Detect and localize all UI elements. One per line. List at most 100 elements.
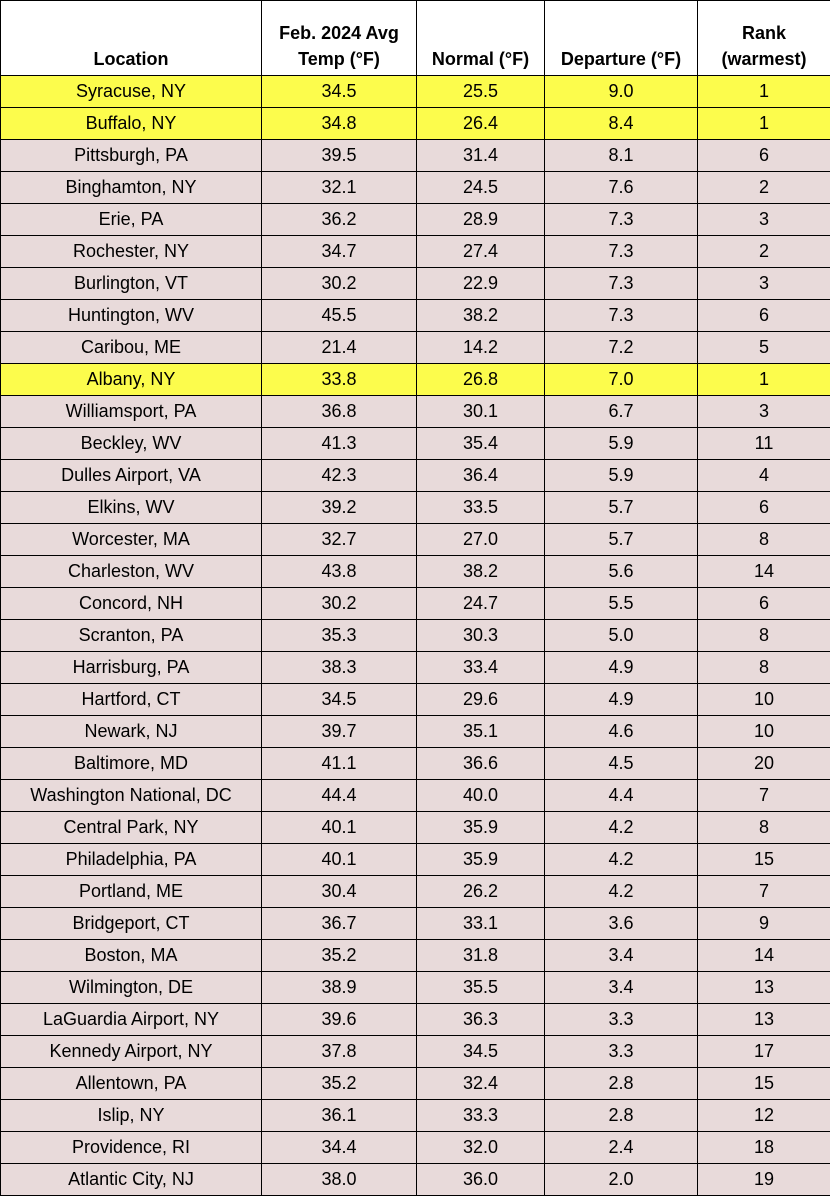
value-cell: 26.2 [417,876,545,908]
value-cell: 34.5 [262,684,417,716]
location-cell: Allentown, PA [1,1068,262,1100]
value-cell: 4.9 [545,684,698,716]
value-cell: 33.4 [417,652,545,684]
location-cell: Erie, PA [1,204,262,236]
value-cell: 39.7 [262,716,417,748]
value-cell: 36.7 [262,908,417,940]
value-cell: 40.1 [262,844,417,876]
value-cell: 38.3 [262,652,417,684]
value-cell: 2.4 [545,1132,698,1164]
value-cell: 33.8 [262,364,417,396]
value-cell: 14 [698,556,830,588]
value-cell: 34.7 [262,236,417,268]
location-cell: Atlantic City, NJ [1,1164,262,1196]
value-cell: 30.1 [417,396,545,428]
value-cell: 8.1 [545,140,698,172]
header-text: Rank [698,20,830,46]
location-cell: Charleston, WV [1,556,262,588]
header-cell: Normal (°F) [417,1,545,76]
value-cell: 7.0 [545,364,698,396]
value-cell: 39.6 [262,1004,417,1036]
value-cell: 35.9 [417,812,545,844]
value-cell: 4.2 [545,844,698,876]
value-cell: 33.5 [417,492,545,524]
value-cell: 4.2 [545,876,698,908]
value-cell: 36.4 [417,460,545,492]
value-cell: 7.2 [545,332,698,364]
value-cell: 8 [698,812,830,844]
header-cell: Departure (°F) [545,1,698,76]
value-cell: 3 [698,268,830,300]
location-cell: Boston, MA [1,940,262,972]
value-cell: 5.5 [545,588,698,620]
value-cell: 6.7 [545,396,698,428]
location-cell: Baltimore, MD [1,748,262,780]
value-cell: 39.5 [262,140,417,172]
value-cell: 7 [698,780,830,812]
value-cell: 3 [698,396,830,428]
value-cell: 10 [698,684,830,716]
value-cell: 35.5 [417,972,545,1004]
header-cell: Rank(warmest) [698,1,830,76]
value-cell: 17 [698,1036,830,1068]
value-cell: 7.3 [545,300,698,332]
value-cell: 10 [698,716,830,748]
value-cell: 4 [698,460,830,492]
value-cell: 1 [698,364,830,396]
value-cell: 3 [698,204,830,236]
value-cell: 25.5 [417,76,545,108]
value-cell: 27.0 [417,524,545,556]
value-cell: 2 [698,172,830,204]
value-cell: 14 [698,940,830,972]
location-cell: LaGuardia Airport, NY [1,1004,262,1036]
location-cell: Beckley, WV [1,428,262,460]
location-cell: Harrisburg, PA [1,652,262,684]
value-cell: 6 [698,140,830,172]
value-cell: 3.3 [545,1004,698,1036]
value-cell: 2 [698,236,830,268]
value-cell: 34.4 [262,1132,417,1164]
value-cell: 2.8 [545,1100,698,1132]
value-cell: 39.2 [262,492,417,524]
value-cell: 4.4 [545,780,698,812]
value-cell: 41.1 [262,748,417,780]
value-cell: 7.3 [545,204,698,236]
value-cell: 15 [698,1068,830,1100]
value-cell: 42.3 [262,460,417,492]
value-cell: 35.1 [417,716,545,748]
location-cell: Albany, NY [1,364,262,396]
value-cell: 8 [698,652,830,684]
location-cell: Wilmington, DE [1,972,262,1004]
header-text: Temp (°F) [262,46,416,72]
location-cell: Newark, NJ [1,716,262,748]
value-cell: 7.3 [545,268,698,300]
value-cell: 3.4 [545,940,698,972]
location-cell: Buffalo, NY [1,108,262,140]
value-cell: 44.4 [262,780,417,812]
value-cell: 32.7 [262,524,417,556]
location-cell: Washington National, DC [1,780,262,812]
value-cell: 7.6 [545,172,698,204]
location-cell: Concord, NH [1,588,262,620]
value-cell: 33.1 [417,908,545,940]
value-cell: 45.5 [262,300,417,332]
